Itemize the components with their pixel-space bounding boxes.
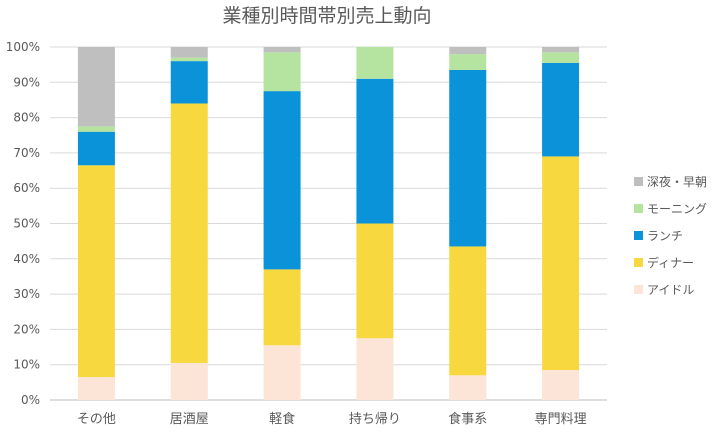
y-tick-label: 0% — [21, 393, 40, 407]
bar-segment-4-1 — [170, 47, 208, 58]
y-tick-label: 40% — [13, 252, 40, 266]
legend-label: ディナー — [647, 255, 694, 270]
y-tick-label: 30% — [13, 287, 40, 301]
x-category-label: 軽食 — [269, 411, 295, 427]
y-tick-label: 60% — [13, 181, 40, 195]
chart-title: 業種別時間帯別売上動向 — [222, 5, 431, 27]
legend-label: ランチ — [647, 229, 683, 243]
bar-segment-2-2 — [263, 91, 301, 270]
bar-segment-0-4 — [449, 375, 487, 400]
bar-segment-4-4 — [449, 47, 487, 55]
bar-segment-2-5 — [542, 62, 580, 157]
y-tick-label: 50% — [13, 217, 40, 231]
legend-label: モーニング — [647, 202, 707, 216]
bar-segment-2-1 — [170, 61, 208, 104]
bar-segment-1-4 — [449, 246, 487, 376]
x-category-label: 専門料理 — [535, 412, 587, 427]
y-tick-label: 10% — [13, 358, 40, 372]
y-tick-label: 20% — [13, 322, 40, 336]
x-category-label: 持ち帰り — [349, 411, 401, 427]
bars — [77, 47, 580, 400]
y-tick-label: 70% — [13, 146, 40, 160]
y-tick-label: 90% — [13, 75, 40, 89]
bar-segment-3-2 — [263, 52, 301, 92]
bar-segment-3-0 — [77, 126, 115, 132]
bar-segment-1-5 — [542, 156, 580, 370]
y-axis-ticks: 0% 10% 20% 30% 40% 50% 60% 70% 80% 90% 100% — [6, 40, 40, 407]
bar-segment-0-5 — [542, 369, 580, 400]
bar-segment-4-0 — [77, 47, 115, 127]
legend-swatch — [634, 204, 643, 213]
x-category-label: 食事系 — [448, 411, 487, 427]
bar-segment-0-1 — [170, 362, 208, 400]
bar-segment-1-3 — [356, 223, 394, 339]
x-category-label: 居酒屋 — [170, 412, 209, 427]
bar-segment-4-2 — [263, 47, 301, 53]
bar-segment-0-2 — [263, 345, 301, 400]
legend-swatch — [634, 285, 643, 294]
y-tick-label: 100% — [6, 40, 40, 54]
y-tick-label: 80% — [13, 111, 40, 125]
legend-label: アイドル — [647, 283, 694, 297]
x-axis-categories: その他 居酒屋 軽食 持ち帰り 食事系 専門料理 — [77, 411, 587, 427]
bar-segment-4-5 — [542, 47, 580, 53]
bar-segment-1-2 — [263, 269, 301, 346]
bar-segment-3-4 — [449, 54, 487, 70]
bar-segment-0-0 — [77, 377, 115, 400]
legend-swatch — [634, 177, 643, 186]
bar-segment-0-3 — [356, 338, 394, 400]
legend-swatch — [634, 231, 643, 240]
bar-segment-3-5 — [542, 52, 580, 63]
bar-segment-1-0 — [77, 165, 115, 378]
bar-segment-3-3 — [356, 47, 394, 79]
bar-segment-3-1 — [170, 57, 208, 62]
legend-swatch — [634, 258, 643, 267]
bar-segment-2-0 — [77, 131, 115, 166]
x-category-label: その他 — [77, 412, 116, 427]
bar-segment-2-4 — [449, 69, 487, 247]
legend-label: 深夜・早朝 — [647, 174, 707, 189]
bar-segment-1-1 — [170, 103, 208, 363]
bar-segment-2-3 — [356, 78, 394, 224]
gridlines — [50, 46, 607, 401]
